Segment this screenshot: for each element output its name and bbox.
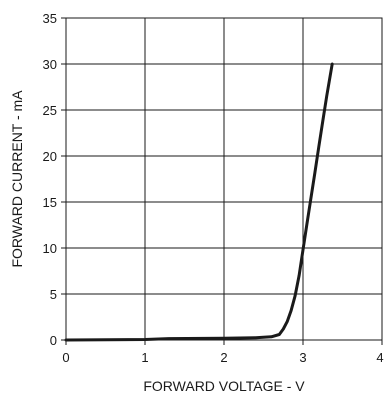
y-axis-label: FORWARD CURRENT - mA [9,90,25,268]
y-tick-label: 5 [50,287,57,302]
y-tick-labels: 0 5 10 15 20 25 30 35 [43,11,66,348]
y-tick-label: 15 [43,195,57,210]
x-tick-label: 4 [376,350,383,365]
y-tick-label: 35 [43,11,57,26]
x-tick-label: 1 [141,350,148,365]
y-tick-label: 30 [43,57,57,72]
y-tick-label: 20 [43,149,57,164]
x-tick-label: 2 [220,350,227,365]
grid-lines [66,18,382,340]
iv-curve-line [64,62,334,342]
x-tick-labels: 0 1 2 3 4 [62,340,384,365]
y-tick-label: 25 [43,103,57,118]
x-tick-label: 3 [299,350,306,365]
x-axis-label: FORWARD VOLTAGE - V [143,378,305,394]
y-tick-label: 0 [50,333,57,348]
x-tick-label: 0 [62,350,69,365]
y-tick-label: 10 [43,241,57,256]
